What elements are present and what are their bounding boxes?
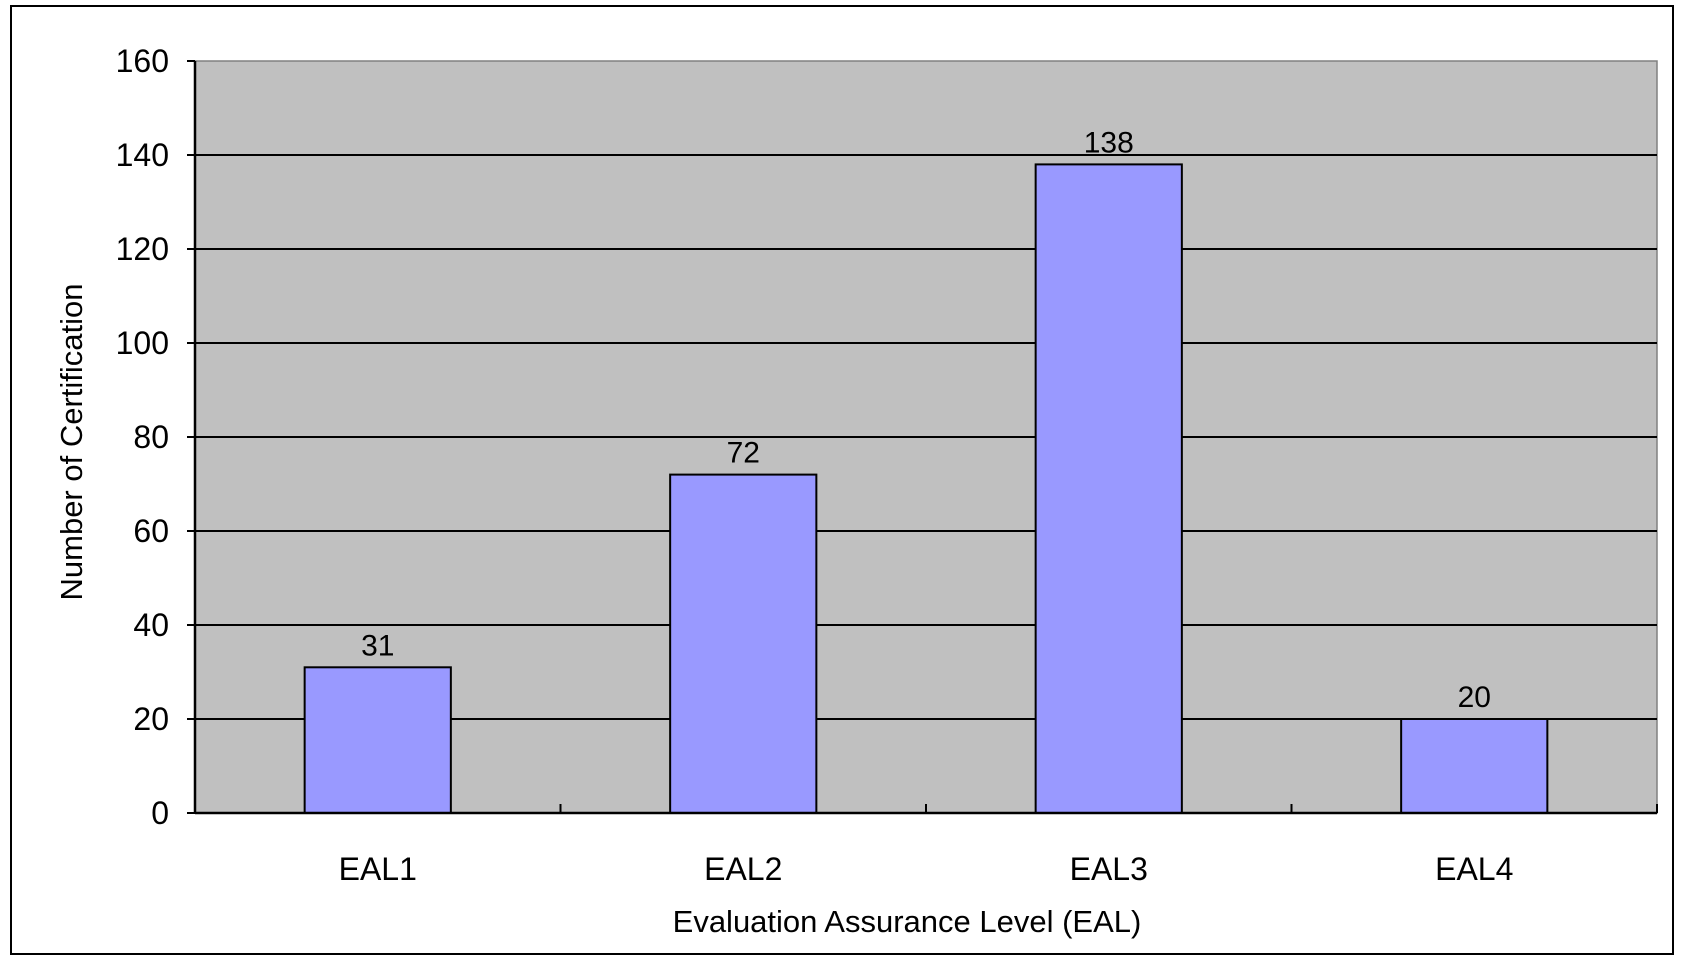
y-tick-label: 140 [116,137,169,173]
x-category-label: EAL4 [1435,851,1513,887]
y-tick-label: 80 [133,419,169,455]
y-tick-label: 20 [133,701,169,737]
data-label: 31 [361,629,394,662]
y-tick-label: 60 [133,513,169,549]
y-tick-label: 40 [133,607,169,643]
x-category-labels: EAL1 EAL2 EAL3 EAL4 [339,851,1514,887]
bar-eal3 [1034,163,1183,814]
bar-eal2 [669,473,818,814]
data-label: 138 [1084,126,1134,159]
y-tick-label: 120 [116,231,169,267]
bars [303,163,1549,814]
x-category-label: EAL2 [704,851,782,887]
x-category-label: EAL1 [339,851,417,887]
y-axis-title: Number of Certification [54,283,89,600]
gridlines [195,154,1657,720]
y-tick-label: 0 [151,795,169,831]
y-tick-label: 100 [116,325,169,361]
bar-eal4 [1400,718,1549,814]
data-label: 72 [727,437,760,470]
y-tick-label: 160 [116,43,169,79]
x-axis-title: Evaluation Assurance Level (EAL) [673,904,1142,939]
bar-eal1 [303,666,452,814]
data-labels: 31 72 138 20 [361,126,1491,714]
data-label: 20 [1458,681,1491,714]
y-tick-labels: 0 20 40 60 80 100 120 140 160 [116,43,195,831]
x-category-label: EAL3 [1070,851,1148,887]
